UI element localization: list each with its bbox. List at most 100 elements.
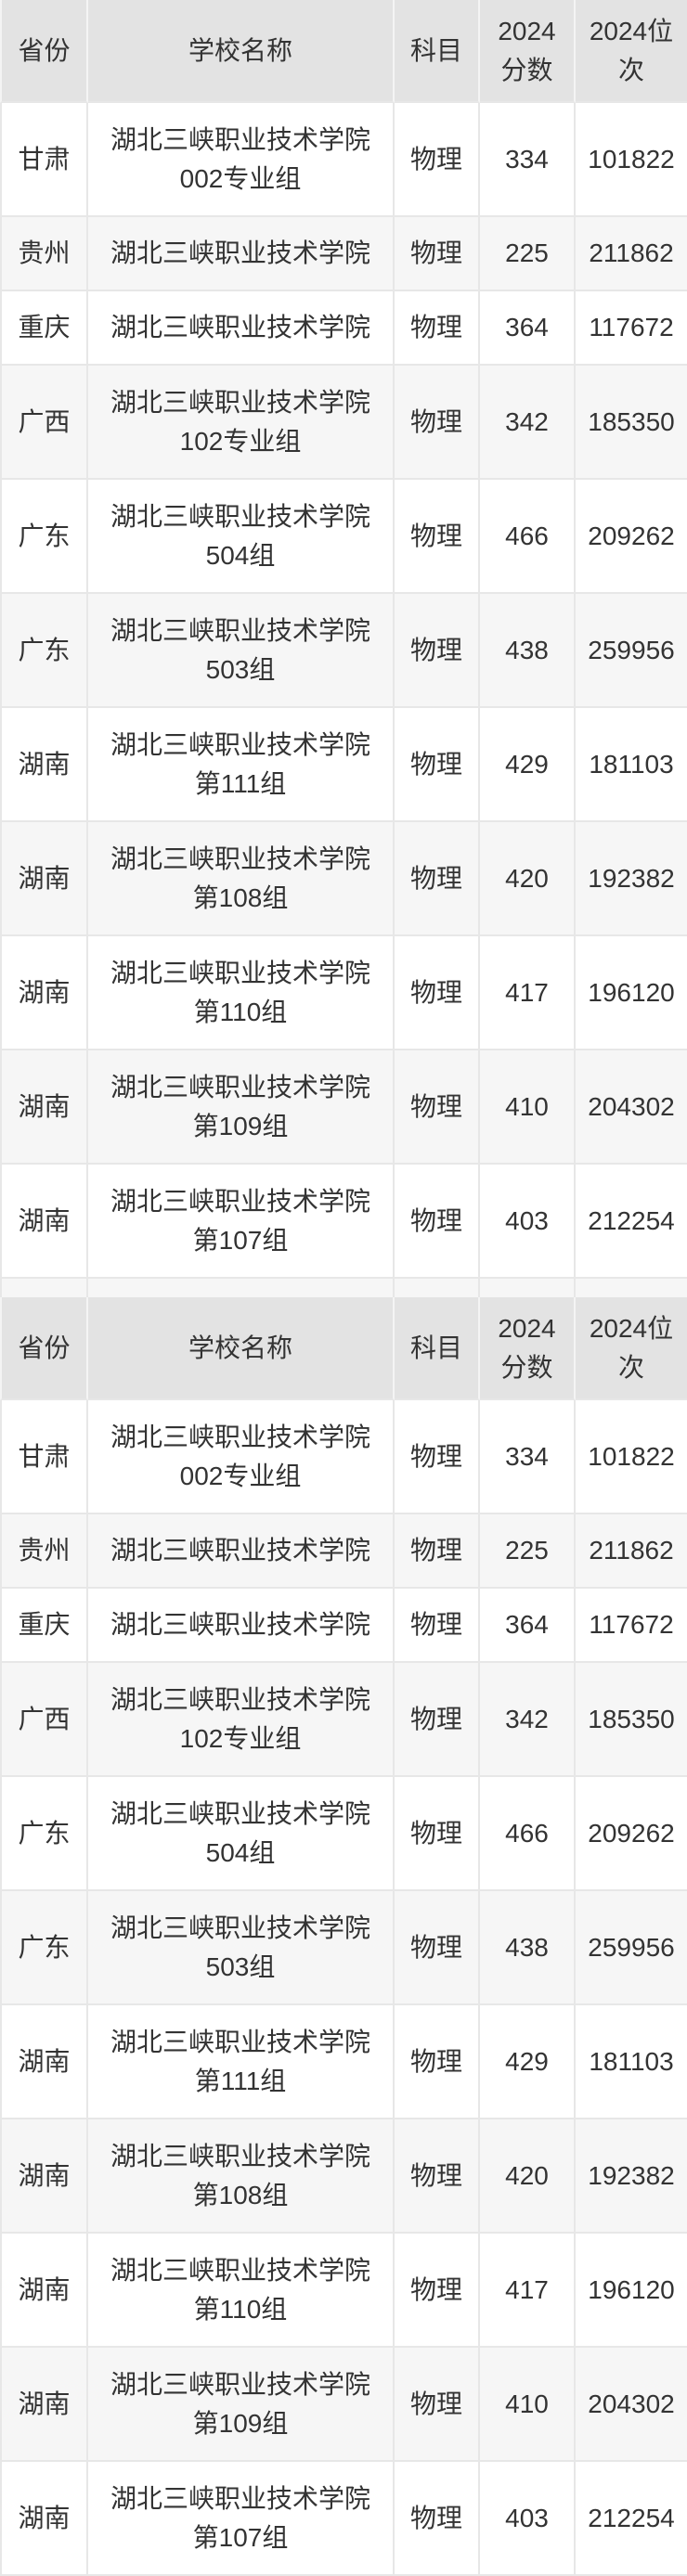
cell-school-name: 湖北三峡职业技术学院 xyxy=(88,217,395,291)
cell-province: 湖南 xyxy=(0,1165,88,1279)
cell-province: 湖南 xyxy=(0,2005,88,2119)
cell-score: 410 xyxy=(480,2348,576,2462)
cell-subject: 物理 xyxy=(395,1663,480,1777)
cell-subject: 物理 xyxy=(395,480,480,594)
cell-rank: 209262 xyxy=(576,480,687,594)
table-row: 湖南 湖北三峡职业技术学院第110组 物理 417 196120 xyxy=(0,936,687,1050)
cell-province: 湖南 xyxy=(0,2348,88,2462)
cell-score: 420 xyxy=(480,2119,576,2234)
cell-province: 甘肃 xyxy=(0,103,88,217)
cell-rank: 192382 xyxy=(576,822,687,936)
cell-rank: 192382 xyxy=(576,2119,687,2234)
clipped-cell xyxy=(576,1279,687,1297)
cell-subject: 物理 xyxy=(395,1050,480,1165)
header-cell-province: 省份 xyxy=(0,0,88,103)
cell-rank: 117672 xyxy=(576,291,687,366)
cell-school-name: 湖北三峡职业技术学院 xyxy=(88,291,395,366)
cell-school-name: 湖北三峡职业技术学院第108组 xyxy=(88,822,395,936)
table-row: 湖南 湖北三峡职业技术学院第107组 物理 403 212254 xyxy=(0,1165,687,1279)
header-cell-subject: 科目 xyxy=(395,1297,480,1400)
cell-rank: 196120 xyxy=(576,2234,687,2348)
cell-school-name: 湖北三峡职业技术学院第110组 xyxy=(88,2234,395,2348)
table-row: 甘肃 湖北三峡职业技术学院002专业组 物理 334 101822 xyxy=(0,1400,687,1514)
cell-province: 贵州 xyxy=(0,1514,88,1589)
cell-rank: 117672 xyxy=(576,1589,687,1663)
table-header-row: 省份 学校名称 科目 2024分数 2024位次 xyxy=(0,1297,687,1400)
cell-province: 广东 xyxy=(0,1777,88,1891)
cell-rank: 209262 xyxy=(576,1777,687,1891)
table-row: 广东 湖北三峡职业技术学院504组 物理 466 209262 xyxy=(0,1777,687,1891)
cell-school-name: 湖北三峡职业技术学院第109组 xyxy=(88,1050,395,1165)
cell-score: 417 xyxy=(480,936,576,1050)
cell-subject: 物理 xyxy=(395,936,480,1050)
cell-school-name: 湖北三峡职业技术学院102专业组 xyxy=(88,366,395,480)
cell-subject: 物理 xyxy=(395,291,480,366)
cell-score: 429 xyxy=(480,708,576,822)
cell-province: 重庆 xyxy=(0,1589,88,1663)
cell-subject: 物理 xyxy=(395,1777,480,1891)
cell-score: 334 xyxy=(480,103,576,217)
table-row: 湖南 湖北三峡职业技术学院第110组 物理 417 196120 xyxy=(0,2234,687,2348)
cell-province: 广东 xyxy=(0,480,88,594)
cell-school-name: 湖北三峡职业技术学院503组 xyxy=(88,1891,395,2005)
cell-school-name: 湖北三峡职业技术学院 xyxy=(88,1514,395,1589)
cell-score: 364 xyxy=(480,291,576,366)
table-row: 湖南 湖北三峡职业技术学院第107组 物理 403 212254 xyxy=(0,2462,687,2576)
header-cell-school-name: 学校名称 xyxy=(88,1297,395,1400)
cell-subject: 物理 xyxy=(395,2234,480,2348)
cell-score: 342 xyxy=(480,1663,576,1777)
cell-province: 湖南 xyxy=(0,2234,88,2348)
cell-subject: 物理 xyxy=(395,2348,480,2462)
header-cell-2024-score: 2024分数 xyxy=(480,0,576,103)
cell-score: 417 xyxy=(480,2234,576,2348)
cell-school-name: 湖北三峡职业技术学院第109组 xyxy=(88,2348,395,2462)
table-row: 重庆 湖北三峡职业技术学院 物理 364 117672 xyxy=(0,291,687,366)
cell-subject: 物理 xyxy=(395,1589,480,1663)
cell-school-name: 湖北三峡职业技术学院第111组 xyxy=(88,708,395,822)
cell-rank: 196120 xyxy=(576,936,687,1050)
table-row: 湖南 湖北三峡职业技术学院第109组 物理 410 204302 xyxy=(0,2348,687,2462)
cell-school-name: 湖北三峡职业技术学院002专业组 xyxy=(88,1400,395,1514)
table-rows: 甘肃 湖北三峡职业技术学院002专业组 物理 334 101822 贵州 湖北三… xyxy=(0,1400,687,2576)
header-cell-subject: 科目 xyxy=(395,0,480,103)
header-cell-province: 省份 xyxy=(0,1297,88,1400)
cell-score: 403 xyxy=(480,1165,576,1279)
cell-score: 466 xyxy=(480,1777,576,1891)
cell-province: 广东 xyxy=(0,1891,88,2005)
table-row: 重庆 湖北三峡职业技术学院 物理 364 117672 xyxy=(0,1589,687,1663)
cell-province: 湖南 xyxy=(0,2462,88,2576)
header-cell-2024-score: 2024分数 xyxy=(480,1297,576,1400)
cell-school-name: 湖北三峡职业技术学院第110组 xyxy=(88,936,395,1050)
cell-score: 429 xyxy=(480,2005,576,2119)
cell-subject: 物理 xyxy=(395,1165,480,1279)
cell-score: 420 xyxy=(480,822,576,936)
cell-school-name: 湖北三峡职业技术学院503组 xyxy=(88,594,395,708)
cell-subject: 物理 xyxy=(395,103,480,217)
table-row: 广西 湖北三峡职业技术学院102专业组 物理 342 185350 xyxy=(0,366,687,480)
cell-score: 225 xyxy=(480,217,576,291)
header-cell-2024-rank: 2024位次 xyxy=(576,1297,687,1400)
cell-rank: 204302 xyxy=(576,2348,687,2462)
cell-score: 364 xyxy=(480,1589,576,1663)
admission-score-table: 省份 学校名称 科目 2024分数 2024位次 甘肃 湖北三峡职业技术学院00… xyxy=(0,1297,687,2576)
table-row: 贵州 湖北三峡职业技术学院 物理 225 211862 xyxy=(0,217,687,291)
table-row: 湖南 湖北三峡职业技术学院第108组 物理 420 192382 xyxy=(0,822,687,936)
clipped-cell xyxy=(480,1279,576,1297)
cell-subject: 物理 xyxy=(395,1891,480,2005)
cell-rank: 181103 xyxy=(576,708,687,822)
table-row: 湖南 湖北三峡职业技术学院第109组 物理 410 204302 xyxy=(0,1050,687,1165)
cell-subject: 物理 xyxy=(395,2005,480,2119)
cell-subject: 物理 xyxy=(395,2462,480,2576)
cell-rank: 204302 xyxy=(576,1050,687,1165)
table-row: 广西 湖北三峡职业技术学院102专业组 物理 342 185350 xyxy=(0,1663,687,1777)
cell-subject: 物理 xyxy=(395,822,480,936)
cell-subject: 物理 xyxy=(395,366,480,480)
cell-score: 334 xyxy=(480,1400,576,1514)
cell-province: 湖南 xyxy=(0,1050,88,1165)
cell-school-name: 湖北三峡职业技术学院第107组 xyxy=(88,1165,395,1279)
cell-score: 403 xyxy=(480,2462,576,2576)
cell-score: 410 xyxy=(480,1050,576,1165)
cell-rank: 181103 xyxy=(576,2005,687,2119)
cell-province: 湖南 xyxy=(0,708,88,822)
